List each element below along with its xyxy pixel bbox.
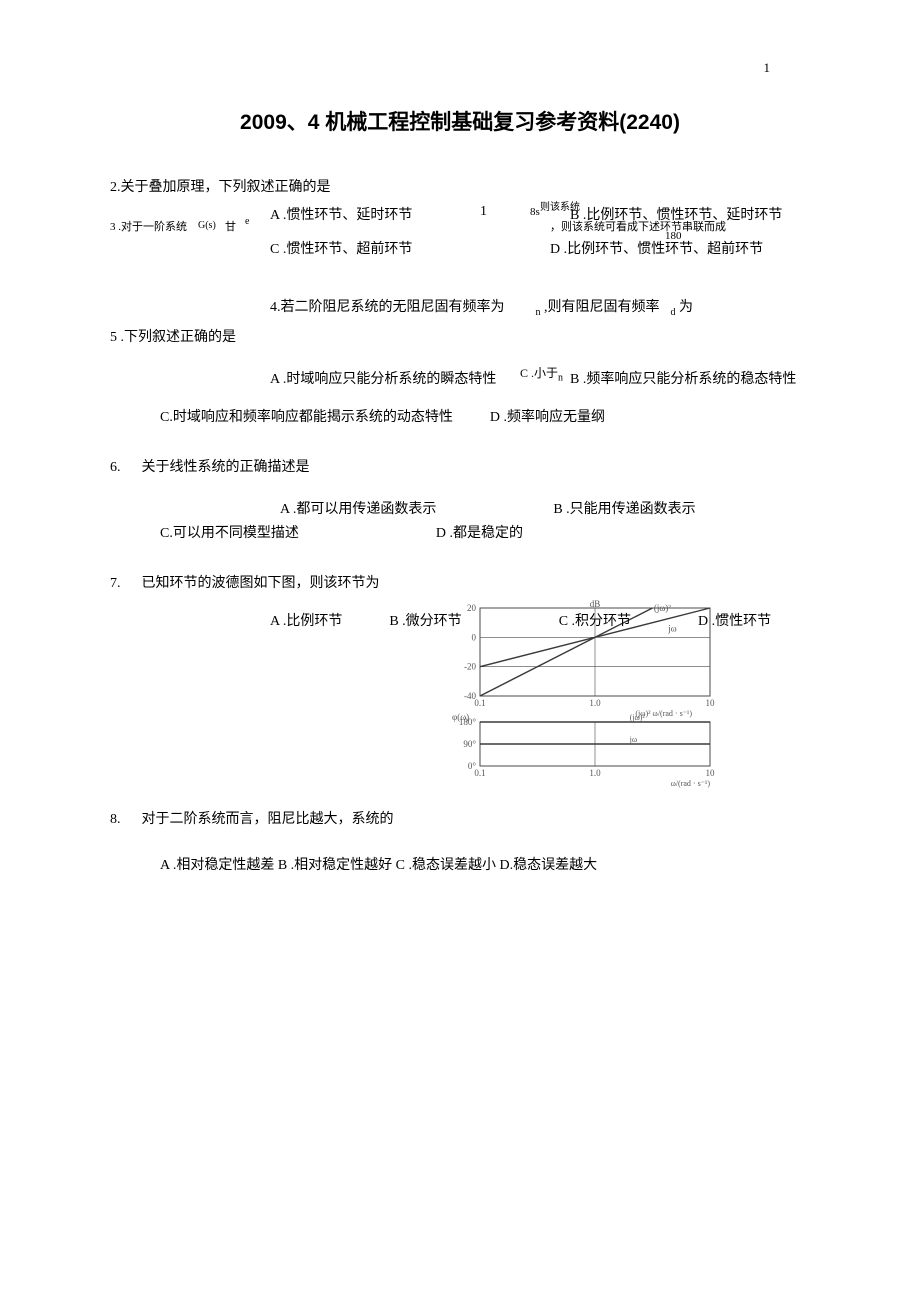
svg-text:0.1: 0.1 <box>474 698 485 708</box>
bode-plot: 200-20-400.11.010dB(jω)² ω/(rad · s⁻¹)(j… <box>440 600 740 800</box>
svg-text:dB: dB <box>590 600 601 609</box>
q7-opt-a: A .比例环节 <box>270 614 342 629</box>
q5-c-small-n: n <box>558 372 563 383</box>
svg-text:jω: jω <box>629 735 638 744</box>
q4-stem-row: 4.若二阶阻尼系统的无阻尼固有频率为 n ,则有阻尼固有频率 d 为 <box>110 296 810 318</box>
q6-opt-b: B .只能用传递函数表示 <box>553 502 695 517</box>
q8-options: A .相对稳定性越差 B .相对稳定性越好 C .稳态误差越小 D.稳态误差越大 <box>110 854 810 874</box>
document-title: 2009、4 机械工程控制基础复习参考资料(2240) <box>110 106 810 136</box>
svg-text:90°: 90° <box>463 739 476 749</box>
svg-text:φ(ω): φ(ω) <box>452 712 469 722</box>
q6-opt-c: C.可以用不同模型描述 <box>160 526 299 541</box>
q7-num: 7. <box>110 576 121 591</box>
svg-text:0.1: 0.1 <box>474 768 485 778</box>
q3-gs: G(s) <box>198 220 216 231</box>
q8-row: 8. 对于二阶系统而言，阻尼比越大，系统的 <box>110 808 810 828</box>
q4-d: d <box>671 307 676 318</box>
q3-opt-a: A .惯性环节、延时环节 <box>270 204 412 224</box>
svg-text:1.0: 1.0 <box>589 698 601 708</box>
q8-stem: 对于二阶系统而言，阻尼比越大，系统的 <box>142 812 394 827</box>
q4-tail2: 为 <box>679 300 693 315</box>
q7-stem: 已知环节的波德图如下图，则该环节为 <box>142 576 380 591</box>
q4-tail: ,则有阻尼固有频率 <box>544 300 660 315</box>
q4-stem: 4.若二阶阻尼系统的无阻尼固有频率为 <box>270 300 505 315</box>
q6-opt-d: D .都是稳定的 <box>436 526 523 541</box>
svg-text:1.0: 1.0 <box>589 768 601 778</box>
q7-opt-b: B .微分环节 <box>389 614 461 629</box>
q4-n: n <box>536 307 541 318</box>
q3-opt-d: D .比例环节、惯性环节、超前环节 <box>550 238 763 258</box>
svg-text:ω/(rad · s⁻¹): ω/(rad · s⁻¹) <box>671 779 711 788</box>
q5-opt-d: D .频率响应无量纲 <box>490 410 605 425</box>
svg-text:10: 10 <box>706 698 716 708</box>
svg-text:10: 10 <box>706 768 716 778</box>
q5-opts-row1: A .时域响应只能分析系统的瞬态特性 C .小于n B .频率响应只能分析系统的… <box>110 354 810 402</box>
q7-options: A .比例环节 B .微分环节 C .积分环节 D .惯性环节 <box>270 610 771 630</box>
q7-opt-d: D .惯性环节 <box>698 614 771 629</box>
q3-opt-c: C .惯性环节、超前环节 <box>270 238 412 258</box>
q2-stem: 2.关于叠加原理，下列叙述正确的是 <box>110 176 810 196</box>
q6-opt-a: A .都可以用传递函数表示 <box>280 502 436 517</box>
q5-stem: 5 .下列叙述正确的是 <box>110 326 810 346</box>
q6-row: 6. 关于线性系统的正确描述是 <box>110 456 810 476</box>
q3-8s: 8s <box>530 206 540 218</box>
q7-body: A .比例环节 B .微分环节 C .积分环节 D .惯性环节 200-20-4… <box>110 600 810 800</box>
q5-opt-a: A .时域响应只能分析系统的瞬态特性 <box>270 368 496 388</box>
q3-mid-1: 1 <box>480 204 487 220</box>
q5-opt-b: B .频率响应只能分析系统的稳态特性 <box>570 368 796 388</box>
q3-right: ，则该系统可看成下述环节串联而成 <box>550 218 726 234</box>
q6-stem: 关于线性系统的正确描述是 <box>142 460 310 475</box>
q5-c-small: C .小于n <box>520 364 563 383</box>
svg-text:0: 0 <box>472 632 477 642</box>
q7-opt-c: C .积分环节 <box>559 614 631 629</box>
svg-text:-20: -20 <box>464 661 476 671</box>
q3-eq: 甘 <box>225 218 236 234</box>
q5-c-small-text: C .小于 <box>520 366 558 380</box>
q3-e: e <box>245 216 249 227</box>
q5-opt-c2: C.时域响应和频率响应都能揭示系统的动态特性 <box>160 410 453 425</box>
page-number: 1 <box>110 60 810 76</box>
q7-row-stem: 7. 已知环节的波德图如下图，则该环节为 <box>110 572 810 592</box>
q6-num: 6. <box>110 460 121 475</box>
svg-text:(jω)²: (jω)² <box>630 713 646 722</box>
q8-num: 8. <box>110 812 121 827</box>
q3-block: A .惯性环节、延时环节 1 则该系统 8s B .比例环节、惯性环节、延时环节… <box>110 204 810 276</box>
q3-num: 3 .对于一阶系统 <box>110 218 187 234</box>
